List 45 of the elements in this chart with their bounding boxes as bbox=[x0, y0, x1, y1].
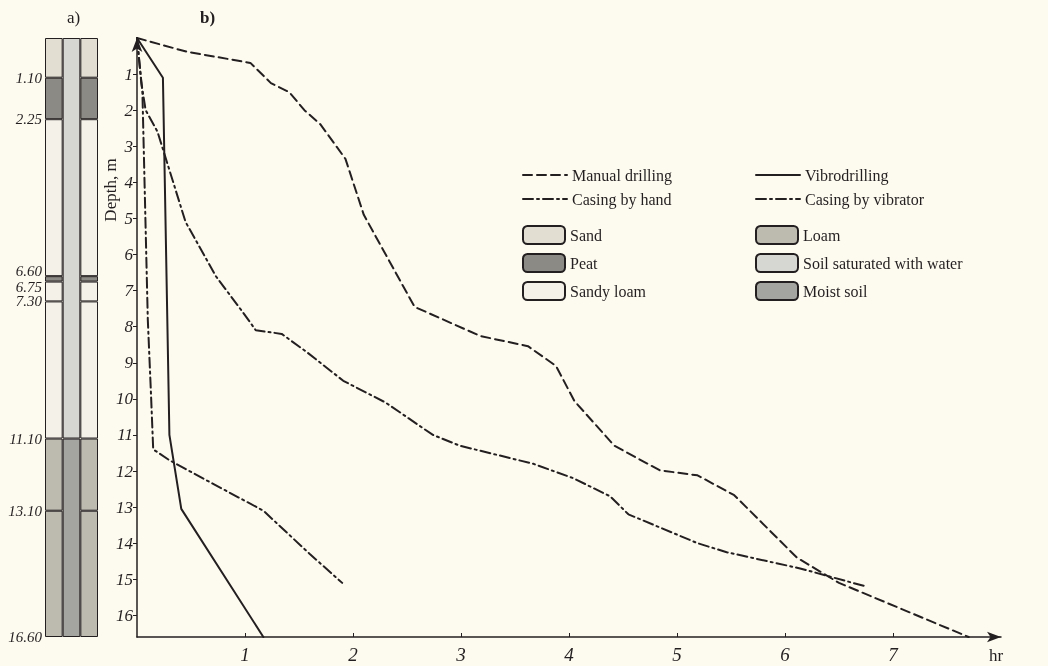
legend-label: Casing by hand bbox=[572, 190, 672, 209]
y-tick-label: 2.25 bbox=[15, 111, 43, 128]
x-tick-label: 5 bbox=[672, 644, 682, 665]
y-tick-label: 13 bbox=[116, 497, 133, 517]
x-tick-label: 4 bbox=[564, 644, 575, 665]
y-tick-label: 3 bbox=[123, 136, 133, 156]
legend-label: Casing by vibrator bbox=[805, 190, 925, 209]
chart-title: b) bbox=[200, 8, 216, 27]
y-tick-label: 10 bbox=[116, 389, 134, 409]
y-tick-label: 5 bbox=[124, 208, 133, 228]
y-tick-label: 6 bbox=[124, 245, 134, 265]
y-tick-label: 15 bbox=[116, 569, 133, 589]
legend-label: Peat bbox=[570, 254, 599, 272]
y-tick-label: 1.10 bbox=[15, 69, 43, 86]
x-tick-label: 6 bbox=[780, 644, 791, 665]
y-tick-label: 11.10 bbox=[9, 430, 43, 447]
legend-label: Loam bbox=[803, 226, 841, 244]
y-tick-label: 14 bbox=[116, 533, 134, 553]
chart-title: a) bbox=[67, 8, 81, 27]
y-tick-label: 6.75 bbox=[15, 278, 43, 295]
y-axis-title: Depth, m bbox=[100, 158, 120, 222]
y-tick-label: 12 bbox=[116, 461, 134, 481]
legend-label: Soil saturated with water bbox=[803, 254, 964, 272]
y-tick-label: 1 bbox=[124, 64, 133, 84]
x-axis-title: hr bbox=[989, 646, 1004, 665]
x-tick-label: 3 bbox=[455, 644, 466, 665]
y-tick-label: 11 bbox=[117, 425, 133, 445]
y-tick-label: 7 bbox=[124, 281, 135, 301]
y-tick-label: 7.30 bbox=[15, 293, 43, 310]
y-tick-label: 4 bbox=[124, 172, 134, 192]
y-tick-label: 16 bbox=[116, 605, 134, 625]
y-tick-label: 16.60 bbox=[8, 629, 43, 645]
legend-label: Sand bbox=[570, 226, 602, 244]
y-tick-label: 2 bbox=[124, 100, 134, 120]
x-tick-label: 2 bbox=[348, 644, 359, 665]
y-tick-label: 13.10 bbox=[8, 502, 43, 519]
x-tick-label: 7 bbox=[888, 644, 900, 665]
legend-label: Sandy loam bbox=[570, 282, 647, 301]
legend-label: Vibrodrilling bbox=[805, 166, 889, 185]
x-tick-label: 1 bbox=[240, 644, 250, 665]
y-tick-label: 9 bbox=[124, 353, 134, 373]
legend-label: Moist soil bbox=[803, 282, 869, 300]
y-tick-label: 6.60 bbox=[15, 263, 43, 280]
legend-label: Manual drilling bbox=[572, 166, 672, 185]
y-tick-label: 8 bbox=[124, 317, 134, 337]
